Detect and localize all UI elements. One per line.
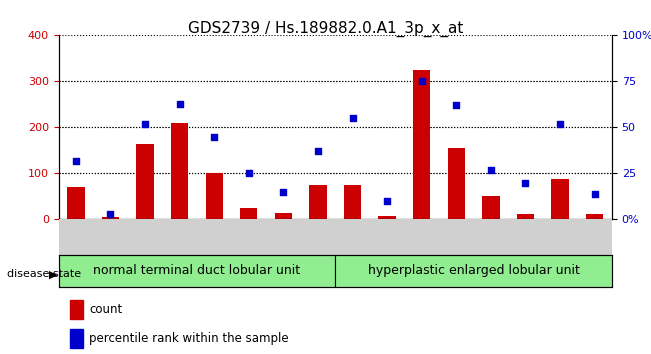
Bar [309,185,327,219]
Text: count: count [89,303,122,316]
Point [278,189,288,195]
Bar [67,187,85,219]
Text: ▶: ▶ [49,269,57,279]
Bar [413,70,430,219]
Text: hyperplastic enlarged lobular unit: hyperplastic enlarged lobular unit [368,264,579,277]
Point [348,115,358,121]
FancyBboxPatch shape [335,255,612,287]
Bar [275,212,292,219]
Bar [102,217,119,219]
Bar [551,179,569,219]
Point [140,121,150,127]
Point [417,79,427,84]
Bar [586,214,603,219]
Point [555,121,565,127]
Bar [482,196,499,219]
Point [486,167,496,173]
Bar [70,329,83,348]
Bar [448,148,465,219]
Text: GDS2739 / Hs.189882.0.A1_3p_x_at: GDS2739 / Hs.189882.0.A1_3p_x_at [187,21,464,38]
Point [105,211,116,217]
Text: disease state: disease state [7,269,81,279]
Bar [70,300,83,319]
Bar [240,208,257,219]
Bar [137,143,154,219]
Bar [171,123,188,219]
Bar [344,185,361,219]
Point [451,103,462,108]
Point [243,171,254,176]
Point [71,158,81,164]
Bar [206,173,223,219]
Point [174,101,185,106]
Text: percentile rank within the sample: percentile rank within the sample [89,332,288,344]
Point [520,180,531,185]
Point [312,149,323,154]
Bar [517,214,534,219]
FancyBboxPatch shape [59,255,335,287]
Bar [378,216,396,219]
Point [382,198,393,204]
Text: normal terminal duct lobular unit: normal terminal duct lobular unit [93,264,301,277]
Point [589,191,600,196]
Point [209,134,219,139]
